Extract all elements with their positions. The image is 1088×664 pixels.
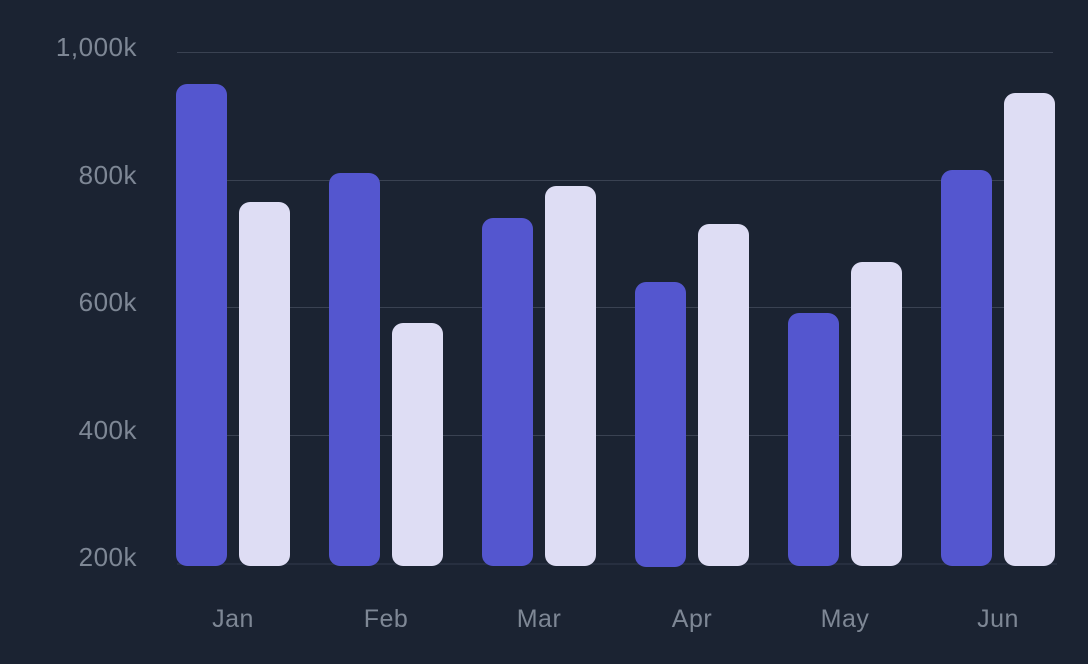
y-axis-tick-1000k: 1,000k — [55, 32, 137, 62]
bar-series-2-apr[interactable] — [698, 224, 749, 566]
x-axis-tick-feb: Feb — [363, 605, 409, 633]
bar-series-2-jun[interactable] — [1004, 93, 1055, 566]
bar-series-2-feb[interactable] — [392, 323, 443, 566]
gridline-1000k — [177, 52, 1053, 53]
bar-series-1-apr[interactable] — [635, 282, 686, 567]
x-axis-tick-jun: Jun — [977, 605, 1019, 633]
y-axis-tick-400k: 400k — [78, 415, 137, 445]
x-axis-tick-may: May — [820, 605, 870, 633]
x-axis-tick-mar: Mar — [516, 605, 562, 633]
gridline-600k — [177, 307, 1053, 308]
bar-series-2-jan[interactable] — [239, 202, 290, 566]
x-axis-line — [177, 563, 1057, 565]
bar-series-2-mar[interactable] — [545, 186, 596, 566]
bar-series-1-feb[interactable] — [329, 173, 380, 566]
bar-series-1-mar[interactable] — [482, 218, 533, 566]
y-axis-tick-200k: 200k — [78, 542, 137, 572]
x-axis-tick-jan: Jan — [212, 605, 254, 633]
bar-series-1-jan[interactable] — [176, 84, 227, 566]
bar-series-1-may[interactable] — [788, 313, 839, 566]
bar-series-2-may[interactable] — [851, 262, 902, 566]
gridline-800k — [177, 180, 1053, 181]
y-axis-tick-600k: 600k — [78, 287, 137, 317]
y-axis-tick-800k: 800k — [78, 160, 137, 190]
x-axis-tick-apr: Apr — [671, 605, 713, 633]
bar-series-1-jun[interactable] — [941, 170, 992, 566]
gridline-400k — [177, 435, 1053, 436]
